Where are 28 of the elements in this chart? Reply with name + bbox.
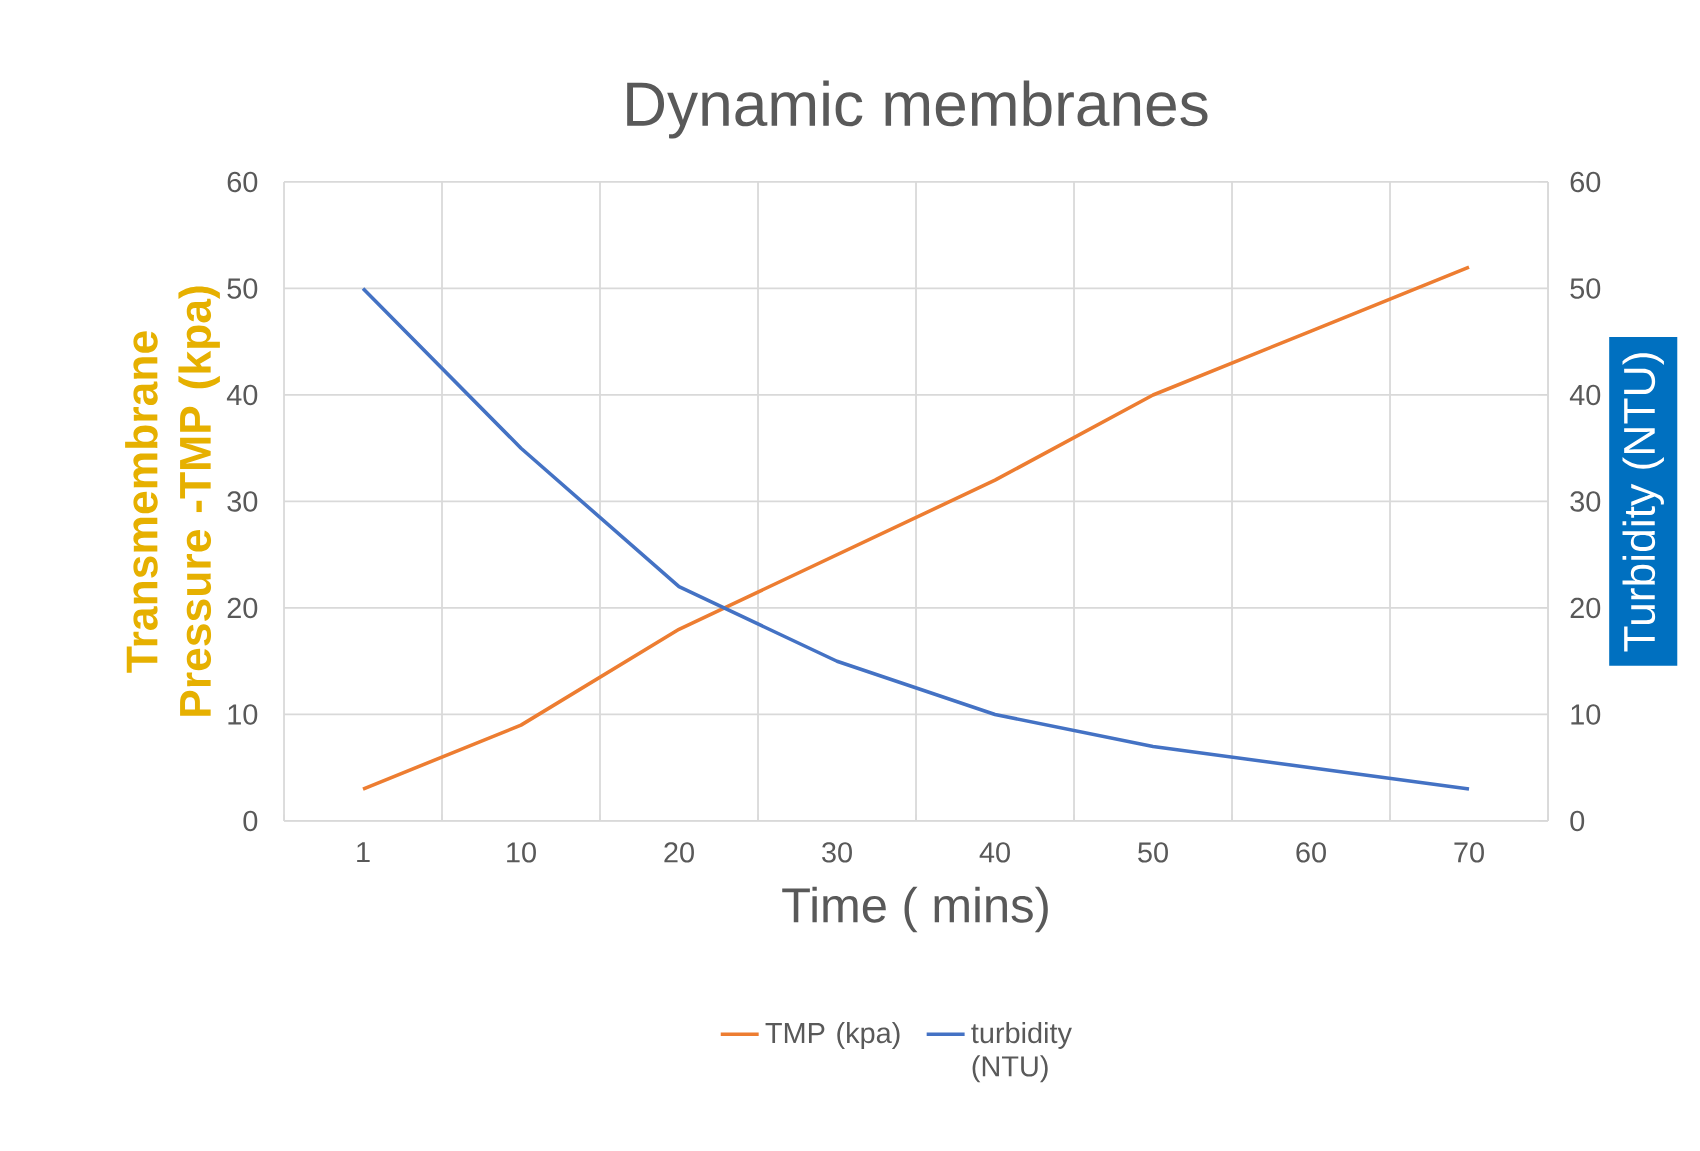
y-tick-label: 60: [227, 171, 258, 193]
y-tick-label: 20: [227, 597, 258, 619]
legend-label: TMP (kpa): [765, 1022, 900, 1049]
x-tick-label: 20: [664, 842, 694, 863]
x-tick-label: 30: [822, 842, 852, 863]
y-tick-label: 30: [227, 491, 258, 512]
y2-axis-title: Turbidity (NTU): [1622, 353, 1664, 652]
y-tick-label: 0: [243, 810, 258, 832]
legend-label: turbidity (NTU): [971, 1022, 1072, 1083]
y-tick-label: 50: [227, 278, 258, 299]
y2-tick-label: 20: [1570, 597, 1601, 619]
y2-tick-label: 50: [1570, 278, 1601, 299]
y2-tick-label: 60: [1570, 171, 1601, 193]
y2-tick-label: 30: [1570, 491, 1601, 512]
chart-title: Dynamic membranes: [627, 80, 1208, 139]
x-tick-label: 1: [357, 842, 370, 863]
x-tick-label: 50: [1138, 842, 1168, 863]
y2-tick-label: 10: [1571, 704, 1601, 725]
y2-tick-label: 0: [1570, 810, 1585, 832]
y-tick-label: 10: [228, 704, 258, 725]
x-tick-label: 60: [1296, 842, 1326, 863]
x-tick-label: 70: [1454, 842, 1484, 863]
y-axis-title: Transmembrane Pressure -TMP (kpa): [125, 286, 220, 716]
x-axis-title: Time ( mins): [782, 886, 1048, 933]
x-tick-label: 40: [979, 842, 1010, 863]
x-tick-label: 10: [507, 842, 536, 863]
y2-tick-label: 40: [1569, 384, 1601, 406]
y-tick-label: 40: [226, 384, 258, 406]
